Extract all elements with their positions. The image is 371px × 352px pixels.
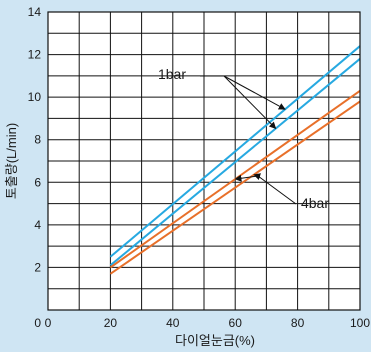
x-tick-label: 80 bbox=[291, 316, 305, 330]
x-tick-label: 100 bbox=[350, 316, 370, 330]
y-axis-title: 토출량(L/min) bbox=[4, 123, 19, 199]
plot-border bbox=[47, 11, 361, 311]
y-tick-label: 8 bbox=[34, 133, 41, 147]
y-tick-label: 2 bbox=[34, 260, 41, 274]
annotation-label-4bar: 4bar bbox=[301, 195, 329, 211]
y-tick-label: 12 bbox=[28, 48, 42, 62]
annotation-arrow bbox=[253, 173, 261, 180]
x-tick-label: 20 bbox=[104, 316, 118, 330]
series-line-4 bbox=[109, 100, 361, 275]
x-tick-label: 0 bbox=[45, 316, 52, 330]
series-line-1 bbox=[109, 45, 361, 258]
annotation-arrow bbox=[223, 75, 277, 130]
series-line-2 bbox=[109, 58, 361, 267]
x-tick-label: 60 bbox=[229, 316, 243, 330]
y-tick-label: 6 bbox=[34, 175, 41, 189]
y-tick-label: 0 bbox=[34, 316, 41, 330]
x-tick-label: 40 bbox=[166, 316, 180, 330]
x-axis-title: 다이얼눈금(%) bbox=[175, 333, 255, 348]
grid bbox=[48, 12, 360, 310]
y-tick-label: 10 bbox=[28, 90, 42, 104]
annotation-label-1bar: 1bar bbox=[158, 66, 186, 82]
annotation-layer: 1bar 4bar bbox=[158, 66, 329, 211]
annotation-arrow bbox=[223, 75, 286, 110]
annotation-leader bbox=[257, 175, 297, 205]
y-tick-label: 14 bbox=[28, 5, 42, 19]
y-tick-label: 4 bbox=[34, 218, 41, 232]
tick-labels: 0 20 40 60 80 100 2 4 6 8 10 12 14 0 bbox=[28, 5, 371, 330]
